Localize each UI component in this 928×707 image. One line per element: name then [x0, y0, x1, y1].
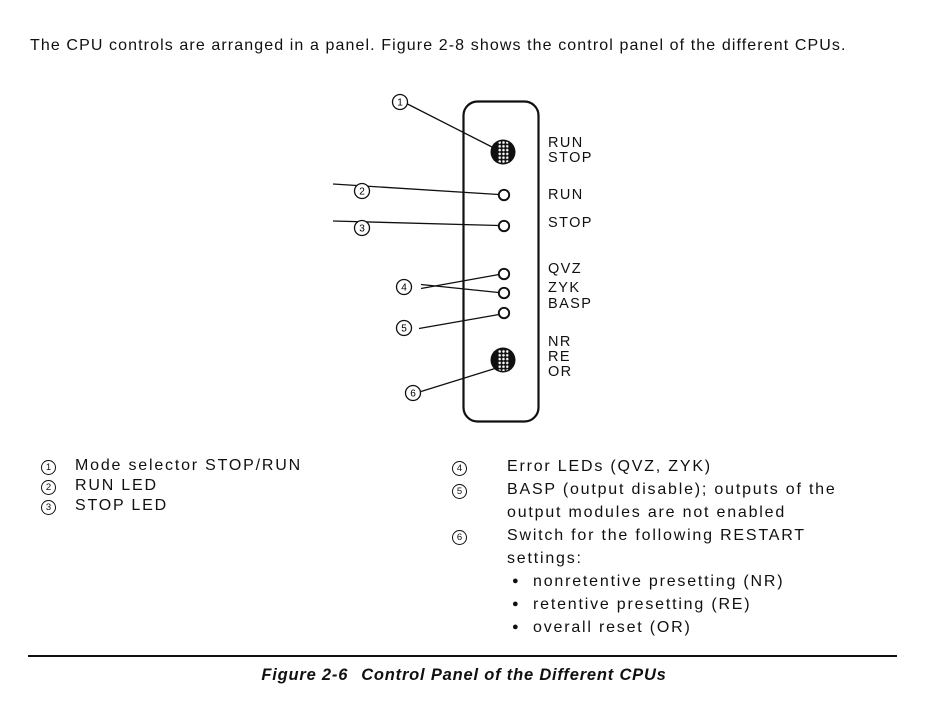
legend-num-4: 4	[452, 461, 467, 476]
legend-num-1: 1	[41, 460, 56, 475]
legend-right-column: 4 Error LEDs (QVZ, ZYK) 5 BASP (output d…	[452, 455, 912, 639]
callout-marker-5: 5	[395, 319, 413, 337]
callout-line-3	[332, 220, 499, 227]
figure-caption-label: Figure 2-6	[261, 666, 349, 684]
callout-marker-2: 2	[353, 182, 371, 200]
legend-text-6-line1: Switch for the following RESTART	[507, 527, 806, 544]
callout-digit: 3	[359, 224, 365, 235]
run-led-label: RUN	[548, 187, 584, 203]
callout-line-4a	[420, 273, 500, 290]
mode-selector-knob[interactable]	[490, 139, 516, 165]
legend-text-1: Mode selector STOP/RUN	[75, 457, 302, 474]
legend-left-column: 1 Mode selector STOP/RUN 2 RUN LED 3 STO…	[41, 456, 302, 516]
legend-text-6-line2: settings:	[507, 550, 583, 567]
callout-digit: 2	[359, 187, 365, 198]
stop-led-label: STOP	[548, 215, 593, 231]
qvz-led-label: QVZ	[548, 261, 583, 277]
restart-label-or: OR	[548, 364, 573, 380]
legend-item-4: 4 Error LEDs (QVZ, ZYK)	[452, 455, 912, 478]
legend-num-6: 6	[452, 530, 467, 545]
mode-selector-label: RUN STOP	[548, 136, 593, 166]
legend-text-4: Error LEDs (QVZ, ZYK)	[507, 458, 712, 475]
zyk-led-label: ZYK	[548, 280, 581, 296]
restart-setting-re: retentive presetting (RE)	[512, 593, 806, 616]
restart-setting-or: overall reset (OR)	[512, 616, 806, 639]
callout-digit: 6	[410, 389, 416, 400]
callout-marker-6: 6	[404, 384, 422, 402]
legend-item-1: 1 Mode selector STOP/RUN	[41, 456, 302, 476]
restart-label-re: RE	[548, 349, 571, 365]
panel-outline	[462, 100, 540, 423]
restart-setting-nr: nonretentive presetting (NR)	[512, 570, 806, 593]
legend-text-2: RUN LED	[75, 477, 158, 494]
mode-selector-label-run: RUN	[548, 135, 584, 151]
callout-marker-3: 3	[353, 219, 371, 237]
restart-label-nr: NR	[548, 334, 572, 350]
callout-line-2	[332, 183, 499, 196]
legend-item-2: 2 RUN LED	[41, 476, 302, 496]
callout-line-4b	[420, 283, 499, 294]
mode-selector-label-stop: STOP	[548, 150, 593, 166]
legend-item-3: 3 STOP LED	[41, 496, 302, 516]
restart-switch-label: NR RE OR	[548, 335, 573, 380]
legend-num-5: 5	[452, 484, 467, 499]
qvz-led	[497, 267, 511, 281]
restart-switch-knob[interactable]	[490, 347, 516, 373]
basp-led	[497, 306, 511, 320]
callout-lines	[332, 103, 500, 393]
basp-led-label: BASP	[548, 296, 593, 312]
callout-markers: 1 2 3 4 5 6	[353, 93, 422, 402]
callout-digit: 1	[397, 98, 403, 109]
legend-num-3: 3	[41, 500, 56, 515]
legend-text-5-line1: BASP (output disable); outputs of the	[507, 481, 837, 498]
legend-text-3: STOP LED	[75, 497, 168, 514]
intro-paragraph: The CPU controls are arranged in a panel…	[30, 37, 847, 54]
callout-line-5	[418, 313, 500, 330]
figure-caption-title: Control Panel of the Different CPUs	[361, 666, 667, 684]
restart-settings-list: nonretentive presetting (NR) retentive p…	[507, 570, 806, 639]
callout-line-1	[407, 103, 493, 148]
run-led	[497, 188, 511, 202]
callout-marker-4: 4	[395, 278, 413, 296]
callout-line-6	[420, 367, 496, 393]
legend-item-5: 5 BASP (output disable); outputs of the …	[452, 478, 912, 524]
zyk-led	[497, 286, 511, 300]
callout-digit: 4	[401, 283, 407, 294]
figure-caption: Figure 2-6 Control Panel of the Different…	[0, 666, 928, 685]
legend-item-6: 6 Switch for the following RESTART setti…	[452, 524, 912, 639]
legend-text-5-line2: output modules are not enabled	[507, 504, 787, 521]
legend-num-2: 2	[41, 480, 56, 495]
caption-divider	[28, 655, 897, 658]
callout-marker-1: 1	[391, 93, 409, 111]
stop-led	[497, 219, 511, 233]
callout-digit: 5	[401, 324, 407, 335]
